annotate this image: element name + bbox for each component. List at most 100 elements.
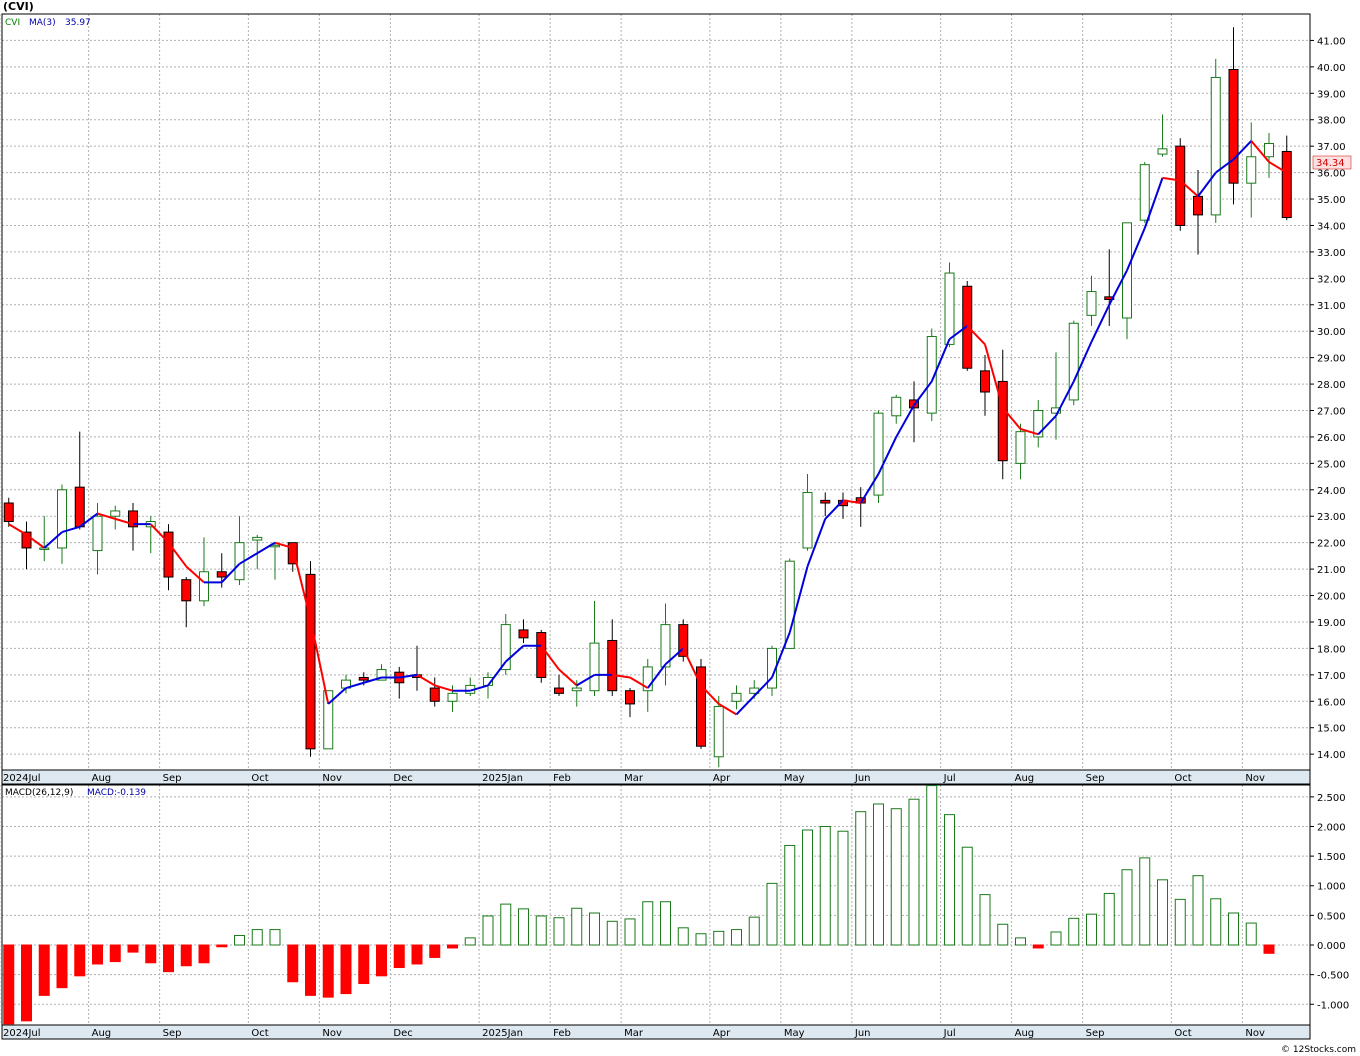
month-label: Jun xyxy=(854,773,871,784)
candle-body xyxy=(216,571,227,578)
ma-line-segment xyxy=(1072,341,1093,382)
ma-line-segment xyxy=(505,645,525,663)
candle-body xyxy=(660,624,671,668)
ma-line-segment xyxy=(877,436,898,475)
ma-line-segment xyxy=(1232,140,1252,161)
candle-body xyxy=(376,669,387,681)
candle-body xyxy=(39,547,50,550)
price-tick-label: 19.00 xyxy=(1317,618,1346,629)
month-label: Nov xyxy=(1245,773,1265,784)
month-label: Aug xyxy=(1015,1028,1035,1039)
ma-line-segment xyxy=(1001,407,1022,430)
ma-line-segment xyxy=(1055,380,1075,417)
ma-line-segment xyxy=(859,473,880,504)
macd-legend-label: MACD(26,12,9) xyxy=(5,788,73,798)
candle-body xyxy=(678,624,689,657)
ma-line-segment xyxy=(1197,172,1217,197)
macd-bar xyxy=(127,944,139,953)
ma-line-segment xyxy=(824,499,844,520)
candle-body xyxy=(92,515,103,552)
price-tick-label: 39.00 xyxy=(1317,89,1346,100)
month-label: Sep xyxy=(163,773,182,784)
ma-line-segment xyxy=(291,547,312,620)
month-label: Sep xyxy=(1086,1028,1105,1039)
ma-line-segment xyxy=(984,344,1004,409)
macd-bar xyxy=(464,937,476,946)
month-label: 2025Jan xyxy=(482,773,523,784)
ma-line-segment xyxy=(806,518,827,567)
ma-line-segment xyxy=(753,676,773,697)
ma-line-segment xyxy=(576,673,596,687)
month-label: Apr xyxy=(713,773,731,784)
ma-line-segment xyxy=(1143,177,1164,229)
price-tick-label: 28.00 xyxy=(1317,380,1346,391)
candle-body xyxy=(181,579,192,602)
candle-body xyxy=(252,536,263,541)
price-panel: 14.00 15.00 16.00 17.00 18.00 19.00 20.00 21.00… xyxy=(0,13,1346,785)
candle-body xyxy=(1193,195,1203,216)
ma-line-segment xyxy=(558,668,578,687)
month-label: 2025Jan xyxy=(482,1028,523,1039)
candle-body xyxy=(589,642,600,692)
ma-line-segment xyxy=(221,563,241,584)
month-label: May xyxy=(784,773,805,784)
macd-bar xyxy=(997,923,1009,946)
month-label: Sep xyxy=(163,1028,182,1039)
candle-body xyxy=(980,370,990,393)
month-label: Jul xyxy=(943,1028,956,1039)
month-axis-band xyxy=(1,1024,1311,1040)
macd-tick-label: -1.000 xyxy=(1317,1000,1349,1011)
price-tick-label: 21.00 xyxy=(1317,565,1346,576)
price-tick-label: 15.00 xyxy=(1317,724,1346,735)
ma-line-segment xyxy=(1037,415,1057,435)
macd-bar xyxy=(1103,892,1115,946)
macd-bar xyxy=(873,803,884,946)
ma-line-segment xyxy=(345,681,365,690)
month-label: Mar xyxy=(624,1028,644,1039)
macd-bar xyxy=(109,944,121,963)
macd-tick-label: 1.000 xyxy=(1317,882,1346,893)
candle-body xyxy=(554,687,564,694)
month-label: Nov xyxy=(322,773,342,784)
macd-bar xyxy=(287,944,299,983)
macd-bar xyxy=(393,944,405,969)
macd-bar xyxy=(1157,879,1168,946)
price-tick-label: 32.00 xyxy=(1317,274,1346,285)
candle-body xyxy=(997,380,1008,462)
macd-bar xyxy=(606,920,618,946)
ma-line-segment xyxy=(895,404,915,438)
price-tick-label: 23.00 xyxy=(1317,512,1346,523)
ma-line-segment xyxy=(788,566,809,633)
macd-bar xyxy=(819,825,831,946)
macd-tick-label: 0.500 xyxy=(1317,911,1346,922)
ma-line-segment xyxy=(469,684,489,692)
month-label: Jun xyxy=(854,1028,871,1039)
price-tick-label: 17.00 xyxy=(1317,671,1346,682)
legend-symbol: CVI xyxy=(5,18,20,28)
ma-line-segment xyxy=(363,676,382,684)
ma-line-segment xyxy=(646,663,667,689)
last-price-badge xyxy=(1312,155,1352,170)
month-label: Nov xyxy=(1245,1028,1265,1039)
ma-line-segment xyxy=(612,673,631,679)
macd-bar xyxy=(1210,898,1222,946)
ma-line-segment xyxy=(682,647,702,686)
candle-body xyxy=(447,692,458,702)
macd-panel: -1.000 -0.500 0.000 0.500 1.000 1.500 2.000 2.5… xyxy=(0,784,1349,1040)
ma-line-segment xyxy=(718,703,738,716)
candle-body xyxy=(287,542,298,565)
candle-body xyxy=(163,531,174,578)
ma-line-segment xyxy=(1268,161,1288,174)
candle-body xyxy=(1086,291,1097,316)
month-label: May xyxy=(784,1028,805,1039)
macd-bar xyxy=(553,917,565,946)
candle-body xyxy=(74,486,85,528)
candle-body xyxy=(873,412,884,496)
ma-line-segment xyxy=(327,687,347,705)
candle-body xyxy=(1157,148,1168,155)
ma-line-segment xyxy=(948,325,968,340)
ma-line-segment xyxy=(1162,176,1181,182)
legend-ma-value: 35.97 xyxy=(65,18,91,28)
ma-line-segment xyxy=(700,684,720,705)
